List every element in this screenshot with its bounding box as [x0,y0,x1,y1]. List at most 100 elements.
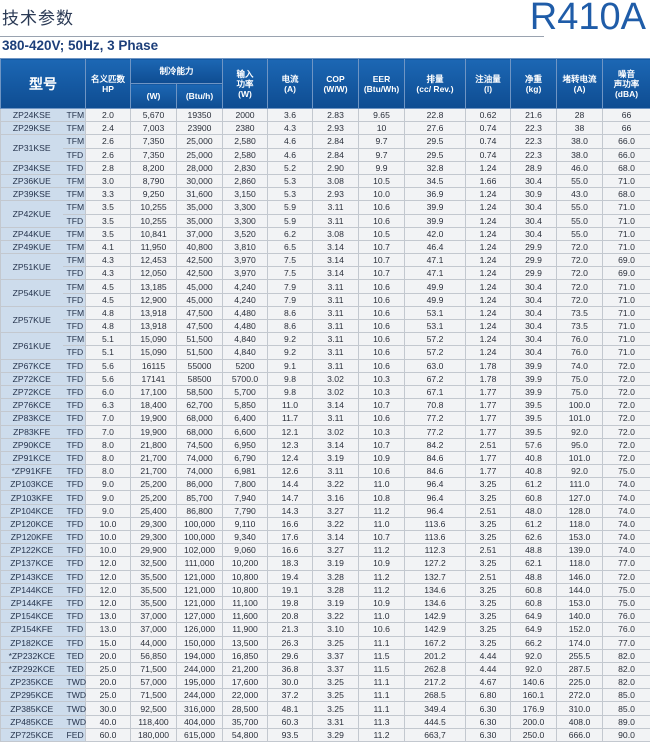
cell-eer: 10.6 [358,411,406,426]
cell-model: ZP72KCE [0,371,63,386]
table-row: TFD 4.5 12,900 45,000 4,240 7.9 3.11 10.6 49.9 1.… [1,292,650,307]
cell-hp: 40.0 [85,714,131,729]
cell-cop: 3.14 [312,239,360,255]
cell-cooling-w: 12,050 [130,266,177,281]
cell-sound-power: 71.0 [602,226,650,241]
cell-net-weight: 30.4 [510,279,558,294]
cell-current: 7.5 [267,266,314,281]
cell-eer: 11.3 [358,714,406,729]
header-sound-power: 噪音 声功率 (dBA) [602,58,650,109]
cell-sound-power: 71.0 [602,213,650,228]
cell-displacement: 134.6 [404,582,467,597]
cell-displacement: 77.2 [404,411,467,426]
cell-model: ZP385KCE [0,701,63,716]
cell-input-power: 9,340 [222,529,269,545]
cell-current: 4.6 [267,147,314,162]
cell-net-weight: 66.2 [510,635,558,650]
cell-cop: 3.25 [312,688,360,703]
cell-cop: 2.93 [312,187,360,202]
table-row: ZP72KCE TFD 6.0 17,100 58,500 5,700 9.8 3.02 10.… [0,384,650,400]
cell-net-weight: 21.6 [510,107,558,123]
cell-model: ZP29KSE [0,121,63,136]
cell-locked-rotor-current: 28 [556,107,604,123]
cell-displacement: 53.1 [404,318,467,334]
cell-hp: 5.6 [85,358,131,373]
cell-locked-rotor-current: 55.0 [556,200,604,215]
cell-variant: TFM [62,279,86,294]
table-row: ZP120KCE TFD 10.0 29,300 100,000 9,110 16.6 3.2… [0,516,650,532]
cell-locked-rotor-current: 73.5 [556,305,604,321]
cell-model: ZP39KSE [0,187,63,202]
cell-current: 12.1 [267,424,314,439]
cell-sound-power: 75.0 [602,582,650,597]
table-row: ZP103KCE TFD 9.0 25,200 86,000 7,800 14.4 3.22 1… [0,477,650,492]
cell-current: 19.4 [267,569,314,584]
table-row: *ZP91KFE TFD 8.0 21,700 74,000 6,981 12.6 3.11 1… [0,464,650,479]
cell-current: 16.6 [267,516,314,532]
cell-eer: 9.9 [358,160,406,175]
table-row: ZP29KSE TFM 2.4 7,003 23900 2380 4.3 2.93 10 27.6… [0,121,650,136]
cell-current: 5.3 [267,187,314,202]
cell-sound-power: 71.0 [602,318,650,334]
cell-cop: 3.14 [312,398,360,413]
cell-model: ZP91KCE [0,450,63,466]
cell-hp: 4.3 [85,253,131,268]
cell-cooling-btu: 47,500 [175,318,224,334]
title-divider [0,36,544,37]
cell-model: ZP83KFE [0,424,63,439]
table-row: ZP154KCE TFD 13.0 37,000 127,000 11,600 20.8 3.… [0,609,650,624]
cell-input-power: 22,000 [222,688,269,703]
cell-displacement: 27.6 [404,121,467,136]
cell-current: 18.3 [267,556,314,571]
cell-displacement: 57.2 [404,345,467,360]
cell-current: 3.6 [267,107,314,123]
header-net-weight: 净重 (kg) [510,58,558,109]
cell-current: 7.9 [267,279,314,294]
cell-cooling-btu: 615,000 [175,727,224,743]
cell-hp: 10.0 [85,516,131,532]
cell-net-weight: 39.5 [510,411,558,426]
cell-locked-rotor-current: 55.0 [556,213,604,228]
table-row: ZP83KFE TFD 7.0 19,900 68,000 6,600 12.1 3.02 10… [0,424,650,439]
cell-net-weight: 62.6 [510,529,558,545]
cell-eer: 10.6 [358,345,406,360]
cell-eer: 9.7 [358,147,406,162]
cell-model: ZP54KUE [0,279,63,307]
cell-hp: 7.0 [85,424,131,439]
cell-sound-power: 72.0 [602,424,650,439]
cell-hp: 3.5 [85,213,131,228]
table-row: ZP144KCE TFD 12.0 35,500 121,000 10,800 19.1 3.… [0,582,650,597]
cell-hp: 2.0 [85,107,131,123]
cell-eer: 11.5 [358,661,406,677]
cell-cooling-btu: 74,500 [175,437,224,452]
cell-cop: 3.11 [312,332,360,347]
cell-oil-charge: 1.66 [465,173,512,189]
cell-eer: 11.1 [358,701,406,716]
cell-variant: TFD [62,543,86,558]
cell-displacement: 201.2 [404,648,467,663]
cell-variant: TFM [62,200,86,215]
cell-cooling-btu: 51,500 [175,345,224,360]
cell-hp: 15.0 [85,635,131,650]
cell-input-power: 6,600 [222,424,269,439]
cell-eer: 10.6 [358,464,406,479]
cell-variant: TFD [62,345,86,360]
cell-cooling-w: 57,000 [130,675,177,690]
cell-hp: 12.0 [85,556,131,571]
cell-oil-charge: 3.25 [465,556,512,571]
cell-locked-rotor-current: 75.0 [556,371,604,386]
cell-oil-charge: 3.25 [465,622,512,637]
header-eer: EER (Btu/Wh) [358,58,406,109]
cell-oil-charge: 0.74 [465,121,512,136]
cell-cooling-w: 15,090 [130,345,177,360]
cell-variant: TFD [62,516,86,532]
cell-input-power: 3,970 [222,266,269,281]
cell-net-weight: 61.2 [510,477,558,492]
cell-hp: 4.8 [85,318,131,334]
cell-sound-power: 66.0 [602,134,650,149]
table-row: ZP49KUE TFM 4.1 11,950 40,800 3,810 6.5 3.14 10.… [0,239,650,255]
cell-locked-rotor-current: 146.0 [556,569,604,584]
cell-oil-charge: 6.30 [465,714,512,729]
cell-eer: 10.3 [358,384,406,400]
cell-cop: 3.25 [312,701,360,716]
